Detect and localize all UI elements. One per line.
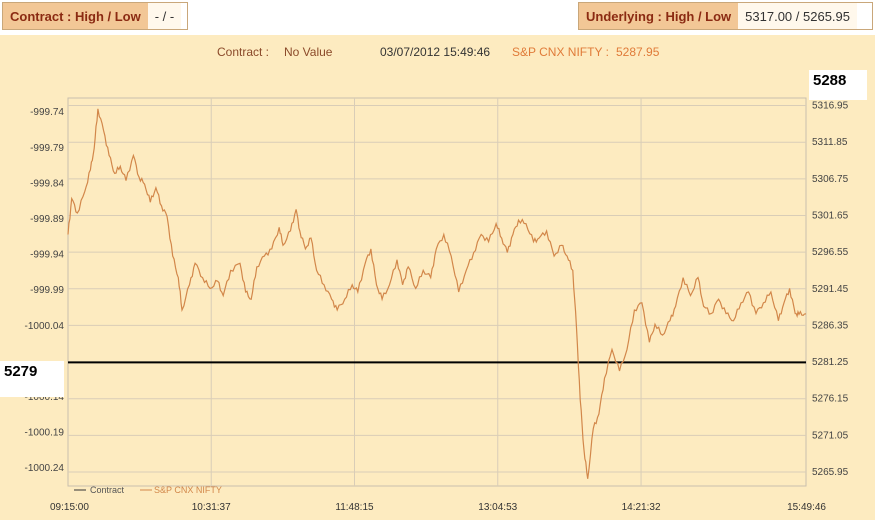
contract-high-low-box: Contract : High / Low - / - [2,2,188,30]
right-tick-label: 5306.75 [812,174,849,185]
info-datetime: 03/07/2012 15:49:46 [380,45,491,59]
right-tick-label: 5271.05 [812,430,849,441]
right-tick-label: 5291.45 [812,284,849,295]
contract-high-low-value: - / - [147,3,182,29]
right-tick-label: 5281.25 [812,357,849,368]
x-tick-label: 14:21:32 [622,502,661,513]
contract-high-low-label: Contract : High / Low [3,3,148,29]
left-tick-label: -999.89 [30,214,64,225]
left-tick-label: -1000.04 [25,321,65,332]
legend: Contract S&P CNX NIFTY [74,485,222,495]
right-tick-label: 5276.15 [812,394,849,405]
legend-label-nifty: S&P CNX NIFTY [154,485,222,495]
right-tick-label: 5296.55 [812,247,849,258]
x-tick-label: 15:49:46 [787,502,826,513]
left-tick-label: -1000.14 [25,392,65,403]
legend-label-contract: Contract [90,485,125,495]
underlying-high-low-box: Underlying : High / Low 5317.00 / 5265.9… [578,2,873,30]
plot-area [67,97,807,487]
reference-line-label: 5279 [0,361,64,397]
info-index-value: 5287.95 [616,45,660,59]
series-line-nifty [67,108,806,479]
right-tick-label: 5286.35 [812,320,849,331]
right-tick-label: 5301.65 [812,210,849,221]
right-axis-ticks: 5316.95 5311.85 5306.75 5301.65 5296.55 5291.… [812,101,849,478]
info-index-label: S&P CNX NIFTY : [512,45,609,59]
info-contract-value: No Value [284,45,333,59]
right-tick-label: 5265.95 [812,467,849,478]
last-value-label: 5288 [809,70,867,100]
x-tick-label: 10:31:37 [192,502,231,513]
underlying-high-low-value: 5317.00 / 5265.95 [738,3,857,29]
x-tick-label: 09:15:00 [50,502,89,513]
info-contract-label: Contract : [217,45,270,59]
left-tick-label: -999.84 [30,178,64,189]
left-tick-label: -999.99 [30,285,64,296]
left-axis-ticks: -999.74 -999.79 -999.84 -999.89 -999.94 -999.… [25,107,65,474]
left-tick-label: -1000.24 [25,463,65,474]
right-tick-label: 5311.85 [812,137,848,148]
left-tick-label: -1000.19 [25,428,65,439]
left-tick-label: -999.94 [30,250,64,261]
underlying-high-low-label: Underlying : High / Low [579,3,739,29]
left-tick-label: -999.79 [30,143,64,154]
x-tick-label: 11:48:15 [335,502,374,513]
grid-lines [68,98,806,486]
x-tick-label: 13:04:53 [478,502,517,513]
x-axis-ticks: 09:15:00 10:31:37 11:48:15 13:04:53 14:21:32… [50,502,826,513]
right-tick-label: 5316.95 [812,101,849,112]
left-tick-label: -999.74 [30,107,64,118]
